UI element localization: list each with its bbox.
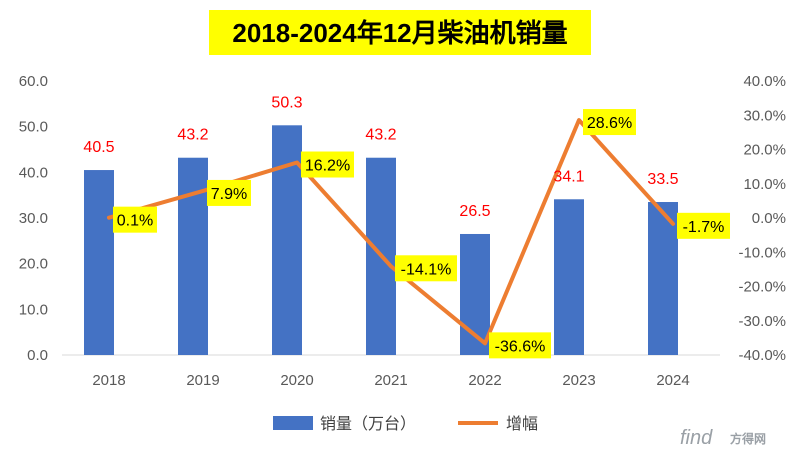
- left-axis-tick: 30.0: [19, 210, 48, 227]
- bar-value-label: 26.5: [459, 203, 490, 220]
- line-label-highlight: [113, 206, 157, 233]
- line-series: [107, 118, 675, 346]
- bar-value-label: 33.5: [647, 171, 678, 188]
- line-value-label: -36.6%: [495, 338, 546, 355]
- bar-2018: [84, 170, 114, 355]
- bar-value-label: 43.2: [177, 127, 208, 144]
- line-value-label: -14.1%: [401, 261, 452, 278]
- right-axis-tick: -40.0%: [738, 347, 786, 364]
- x-axis-tick: 2024: [656, 372, 689, 389]
- right-axis-tick: 30.0%: [743, 107, 786, 124]
- legend-bar-swatch: [273, 416, 313, 430]
- line-label-highlight: [489, 332, 551, 359]
- chart-title: 2018-2024年12月柴油机销量: [232, 18, 567, 48]
- right-axis-tick: -30.0%: [738, 313, 786, 330]
- bar-value-label: 40.5: [83, 139, 114, 156]
- left-axis-tick: 40.0: [19, 164, 48, 181]
- right-axis-tick: -10.0%: [738, 244, 786, 261]
- right-axis-tick: 20.0%: [743, 142, 786, 159]
- line-value-label: 28.6%: [587, 115, 632, 132]
- bar-2020: [272, 125, 302, 356]
- bar-value-label: 43.2: [365, 127, 396, 144]
- legend-bar-label: 销量（万台）: [320, 415, 416, 433]
- right-axis-tick: 10.0%: [743, 176, 786, 193]
- line-value-label: 0.1%: [117, 213, 153, 230]
- bar-2023: [554, 199, 584, 355]
- line-label-highlight: [207, 179, 251, 206]
- right-axis-tick: 40.0%: [743, 73, 786, 90]
- legend-line-label: 增幅: [506, 415, 538, 433]
- bar-value-label: 34.1: [553, 168, 584, 185]
- line-label-highlight: [583, 109, 636, 136]
- x-axis-tick: 2020: [280, 372, 313, 389]
- left-axis-tick: 0.0: [27, 347, 48, 364]
- line-value-label: 7.9%: [211, 186, 247, 203]
- right-axis-tick: -20.0%: [738, 279, 786, 296]
- line-label-highlight: [677, 212, 730, 239]
- left-axis-tick: 20.0: [19, 256, 48, 273]
- x-axis-tick: 2018: [92, 372, 125, 389]
- left-axis-tick: 10.0: [19, 301, 48, 318]
- left-axis-tick: 50.0: [19, 119, 48, 136]
- line-value-label: 16.2%: [305, 158, 350, 175]
- x-axis-tick: 2022: [468, 372, 501, 389]
- x-axis-tick: 2019: [186, 372, 219, 389]
- title-highlight: [209, 10, 591, 55]
- line-value-label: -1.7%: [683, 219, 725, 236]
- axes: 0.0 10.0 20.0 30.0 40.0 50.0 60.0 -40.0% -30.0% -…: [19, 73, 786, 389]
- bar-2019: [178, 157, 208, 355]
- bar-series: [84, 125, 678, 356]
- watermark-logo: find: [680, 427, 713, 449]
- x-axis-tick: 2021: [374, 372, 407, 389]
- bar-2024: [648, 202, 678, 355]
- line-label-highlight: [301, 151, 354, 178]
- left-axis-tick: 60.0: [19, 73, 48, 90]
- right-axis-tick: 0.0%: [752, 210, 786, 227]
- bar-value-label: 50.3: [271, 94, 302, 111]
- line-label-highlight: [395, 255, 457, 282]
- legend: 销量（万台） 增幅: [273, 415, 538, 433]
- x-axis-tick: 2023: [562, 372, 595, 389]
- watermark-subtext: 方得网: [730, 431, 766, 446]
- data-labels: 40.5 43.2 50.3 43.2 26.5 34.1 33.5 0.1% 7.9% 16.2…: [83, 94, 730, 359]
